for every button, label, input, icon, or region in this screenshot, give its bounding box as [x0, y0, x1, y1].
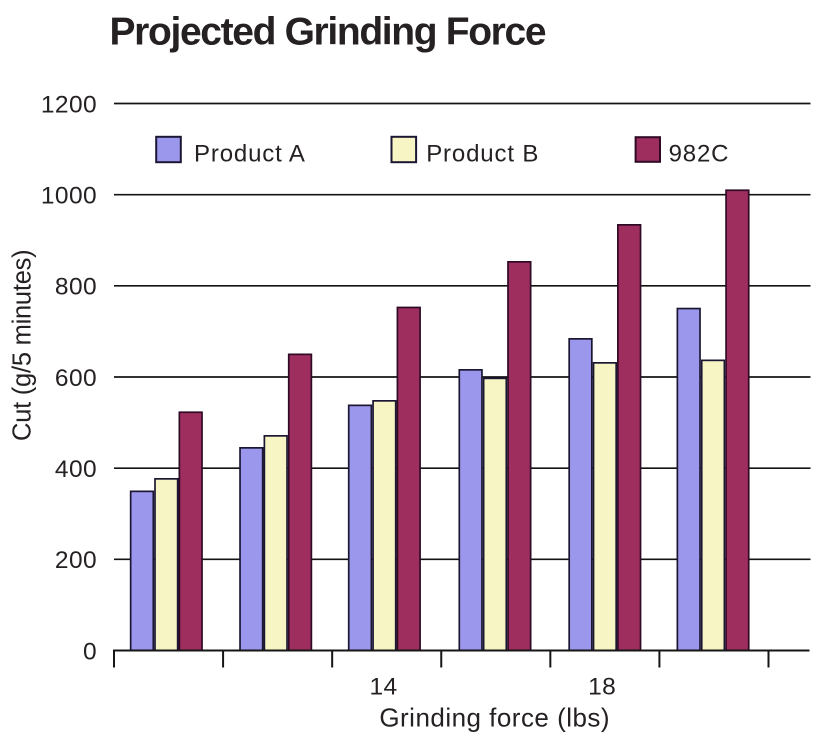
svg-text:14: 14 — [369, 674, 397, 701]
svg-text:Projected Grinding Force: Projected Grinding Force — [110, 10, 546, 53]
svg-text:800: 800 — [55, 274, 97, 301]
svg-text:600: 600 — [55, 365, 97, 392]
svg-text:Product B: Product B — [426, 141, 539, 168]
svg-text:18: 18 — [588, 674, 616, 701]
svg-text:0: 0 — [83, 638, 97, 665]
svg-text:Grinding force (lbs): Grinding force (lbs) — [379, 703, 610, 733]
svg-text:1000: 1000 — [41, 183, 97, 210]
svg-text:400: 400 — [55, 456, 97, 483]
svg-text:200: 200 — [55, 547, 97, 574]
svg-text:1200: 1200 — [41, 91, 97, 118]
svg-text:Product A: Product A — [194, 141, 306, 168]
svg-text:982C: 982C — [669, 141, 730, 168]
svg-text:Cut (g/5 minutes): Cut (g/5 minutes) — [9, 250, 37, 441]
